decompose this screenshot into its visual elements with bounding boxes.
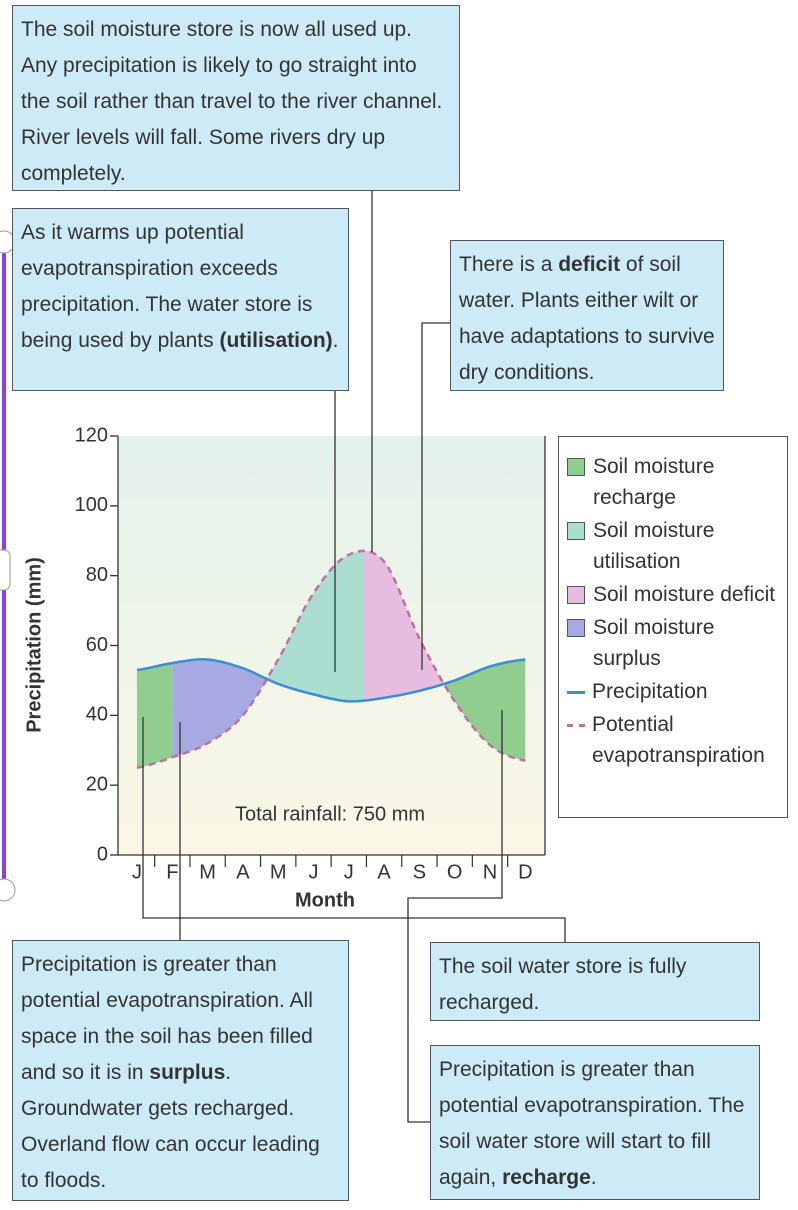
legend-label: Precipitation <box>592 680 708 703</box>
annotation-text: . <box>332 329 339 352</box>
legend-item: Potential evapotranspiration <box>567 709 781 771</box>
line <box>136 658 526 703</box>
x-tick-label: M <box>270 861 287 883</box>
x-tick-label: D <box>518 861 532 883</box>
selection-handle[interactable] <box>0 878 16 902</box>
legend-label: Soil moisture surplus <box>593 616 715 670</box>
legend-item: Soil moisture recharge <box>567 451 781 513</box>
legend-item: Soil moisture surplus <box>567 612 781 674</box>
x-tick-label: F <box>166 861 178 883</box>
legend-label: Soil moisture recharge <box>593 455 715 509</box>
area-fill <box>172 659 268 758</box>
leader-lines <box>142 190 566 1123</box>
annotation-text: recharge <box>502 1166 591 1189</box>
annotation-text: (utilisation) <box>219 329 333 352</box>
leader-line <box>407 710 503 1123</box>
area-fill <box>444 659 526 761</box>
legend-swatch <box>567 691 585 694</box>
annotation: Precipitation is greater than potential … <box>430 1045 760 1200</box>
y-tick-label: 60 <box>86 634 108 656</box>
annotation-text: The soil water store is fully recharged. <box>439 955 687 1014</box>
legend-item: Precipitation <box>567 676 781 707</box>
x-tick-label: J <box>309 861 319 883</box>
annotation-text: The soil moisture store is now all used … <box>21 18 443 185</box>
legend: Soil moisture recharge Soil moisture util… <box>558 436 788 818</box>
chart-note: Total rainfall: 750 mm <box>235 803 425 825</box>
annotation-text: There is a <box>459 253 559 276</box>
annotation-text: . <box>590 1166 597 1189</box>
leader-line <box>142 717 566 942</box>
annotation-text: Precipitation is greater than potential … <box>439 1058 745 1189</box>
annotation-text: . Groundwater gets recharged. Overland f… <box>21 1061 320 1192</box>
annotation: There is a deficit of soil water. Plants… <box>450 240 724 391</box>
annotation-text: Precipitation is greater than potential … <box>21 953 313 1084</box>
x-tick-label: J <box>344 861 354 883</box>
annotation-text: surplus <box>149 1061 226 1084</box>
fills <box>137 550 526 768</box>
area-fill <box>267 550 364 702</box>
selection-handle[interactable] <box>0 549 11 591</box>
annotation: The soil moisture store is now all used … <box>12 5 460 191</box>
y-tick-label: 120 <box>75 424 108 446</box>
x-tick-label: A <box>377 861 391 883</box>
legend-swatch <box>567 458 585 476</box>
x-tick-label: N <box>483 861 497 883</box>
legend-swatch <box>567 619 585 637</box>
annotation-text: of soil water. Plants either wilt or hav… <box>459 253 715 384</box>
y-tick-label: 0 <box>97 843 108 865</box>
annotation: As it warms up potential evapotranspirat… <box>12 208 349 391</box>
area-fill <box>363 550 445 701</box>
annotation: Precipitation is greater than potential … <box>12 940 349 1201</box>
y-axis-label: Precipitation (mm) <box>23 557 45 733</box>
legend-label: Soil moisture deficit <box>593 583 776 606</box>
legend-label: Soil moisture utilisation <box>593 519 715 573</box>
y-tick-label: 80 <box>86 564 108 586</box>
x-tick-label: M <box>199 861 216 883</box>
y-tick-label: 100 <box>75 494 108 516</box>
legend-item: Soil moisture utilisation <box>567 515 781 577</box>
x-tick-label: O <box>447 861 463 883</box>
legend-swatch <box>567 586 585 604</box>
annotation: The soil water store is fully recharged. <box>430 942 760 1021</box>
annotation-text: As it warms up potential evapotranspirat… <box>21 221 313 352</box>
y-tick-label: 20 <box>86 773 108 795</box>
y-tick-label: 40 <box>86 704 108 726</box>
annotation-text: deficit <box>558 253 621 276</box>
x-tick-label: J <box>132 861 142 883</box>
line <box>136 549 526 769</box>
x-axis-label: Month <box>295 889 355 911</box>
x-tick-label: S <box>413 861 426 883</box>
legend-swatch <box>567 724 585 727</box>
x-tick-label: A <box>236 861 250 883</box>
legend-item: Soil moisture deficit <box>567 579 781 610</box>
area-fill <box>137 662 173 768</box>
legend-label: Potential evapotranspiration <box>592 713 765 767</box>
leader-line <box>421 322 450 670</box>
legend-swatch <box>567 522 585 540</box>
